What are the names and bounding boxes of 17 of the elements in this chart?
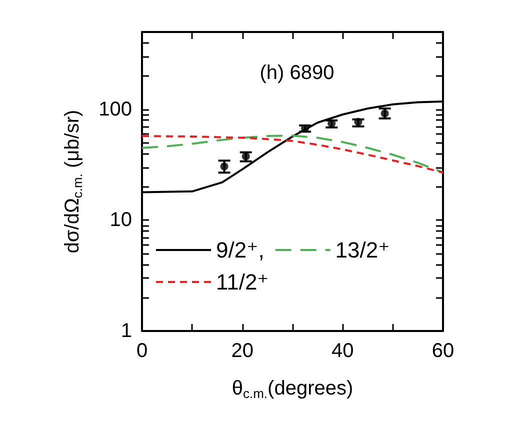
x-tick-label: 20 (231, 340, 254, 362)
point (328, 119, 336, 128)
legend-label: 13/2⁺ (335, 238, 390, 262)
x-tick-label: 0 (136, 340, 148, 362)
y-tick-label: 100 (98, 98, 132, 120)
point (220, 162, 228, 170)
legend-label: 11/2⁺ (216, 270, 269, 294)
point (242, 152, 250, 160)
y-tick-label: 1 (120, 320, 132, 342)
point (354, 118, 362, 126)
text: (h) 6890 (260, 62, 334, 84)
legend-label: 9/2⁺, (216, 238, 264, 262)
point (380, 109, 389, 118)
y-axis-title: dσ/dΩc.m. (μb/sr) (62, 110, 85, 254)
x-tick-label: 40 (332, 340, 354, 362)
x-tick-label: 60 (432, 340, 454, 362)
y-tick-label: 10 (110, 209, 132, 232)
